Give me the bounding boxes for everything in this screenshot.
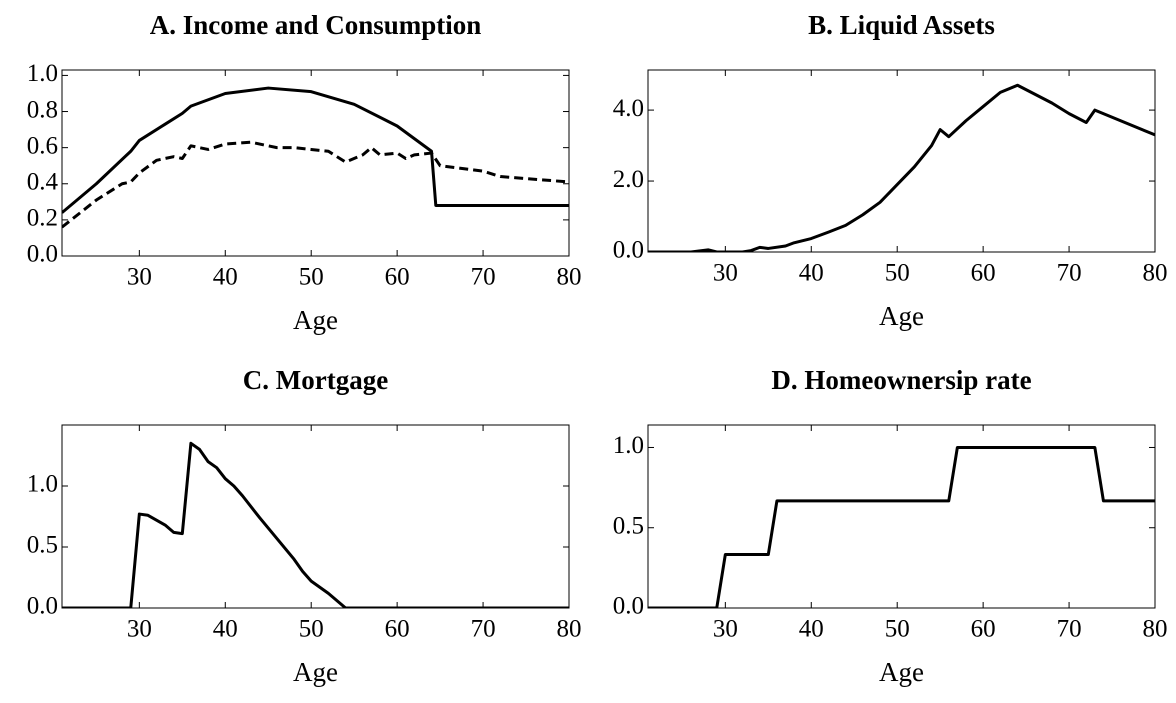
- panel: C. Mortgage 30 40 50 60 70 80 0.0 0.5 1.0 Age: [27, 365, 582, 687]
- x-tick-label: 30: [127, 264, 152, 291]
- x-tick-label: 80: [1143, 616, 1168, 643]
- panel-title: B. Liquid Assets: [808, 10, 995, 40]
- y-tick-label: 0.0: [27, 593, 58, 620]
- y-tick-label: 1.0: [27, 60, 58, 87]
- x-tick-label: 30: [127, 616, 152, 643]
- x-tick-label: 50: [299, 264, 324, 291]
- x-tick-label: 30: [713, 616, 738, 643]
- x-tick-label: 60: [971, 616, 996, 643]
- plot: [62, 441, 569, 608]
- panel: A. Income and Consumption 30 40 50 60 70 80 0.0…: [27, 10, 582, 335]
- x-tick-label: 40: [799, 260, 824, 287]
- x-axis-label: Age: [293, 657, 338, 687]
- panel-title: C. Mortgage: [243, 365, 388, 395]
- x-tick-label: 70: [1057, 616, 1082, 643]
- data-line: [62, 140, 569, 229]
- y-tick-label: 1.0: [613, 432, 644, 459]
- panel-title: D. Homeownersip rate: [771, 365, 1031, 395]
- data-line: [648, 445, 1155, 608]
- panel-title: A. Income and Consumption: [150, 10, 482, 40]
- y-tick-label: 0.0: [613, 593, 644, 620]
- y-tick-label: 0.5: [27, 532, 58, 559]
- plot: [648, 445, 1155, 608]
- x-tick-label: 40: [213, 264, 238, 291]
- data-line: [62, 86, 569, 214]
- y-tick-label: 0.6: [27, 132, 58, 159]
- data-line: [648, 83, 1155, 252]
- y-tick-label: 2.0: [613, 166, 644, 193]
- x-tick-label: 70: [471, 616, 496, 643]
- axis-frame: [647, 424, 1156, 609]
- panel: B. Liquid Assets 30 40 50 60 70 80 0.0 2.0 4.0 Age: [613, 10, 1168, 331]
- panel: D. Homeownersip rate 30 40 50 60 70 80 0.0 0.5 1.…: [613, 365, 1168, 687]
- x-axis-label: Age: [293, 305, 338, 335]
- y-tick-label: 0.0: [27, 241, 58, 268]
- x-tick-label: 30: [713, 260, 738, 287]
- y-tick-label: 0.2: [27, 205, 58, 232]
- axis-frame: [647, 69, 1156, 253]
- y-tick-label: 1.0: [27, 471, 58, 498]
- x-tick-label: 50: [885, 616, 910, 643]
- y-tick-label: 0.4: [27, 169, 59, 196]
- x-tick-label: 80: [1143, 260, 1168, 287]
- x-tick-label: 70: [471, 264, 496, 291]
- x-tick-label: 50: [885, 260, 910, 287]
- x-axis-label: Age: [879, 657, 924, 687]
- x-tick-label: 60: [385, 616, 410, 643]
- plot: [648, 83, 1155, 252]
- axis-frame: [61, 69, 570, 257]
- x-tick-label: 60: [385, 264, 410, 291]
- x-tick-label: 40: [799, 616, 824, 643]
- x-tick-label: 70: [1057, 260, 1082, 287]
- x-tick-label: 50: [299, 616, 324, 643]
- x-tick-label: 80: [557, 616, 582, 643]
- plot: [62, 86, 569, 229]
- x-tick-label: 60: [971, 260, 996, 287]
- y-tick-label: 0.5: [613, 512, 644, 539]
- y-tick-label: 4.0: [613, 95, 644, 122]
- x-tick-label: 80: [557, 264, 582, 291]
- x-tick-label: 40: [213, 616, 238, 643]
- data-line: [62, 441, 569, 608]
- y-tick-label: 0.8: [27, 96, 58, 123]
- x-axis-label: Age: [879, 301, 924, 331]
- axis-frame: [61, 424, 570, 609]
- y-tick-label: 0.0: [613, 237, 644, 264]
